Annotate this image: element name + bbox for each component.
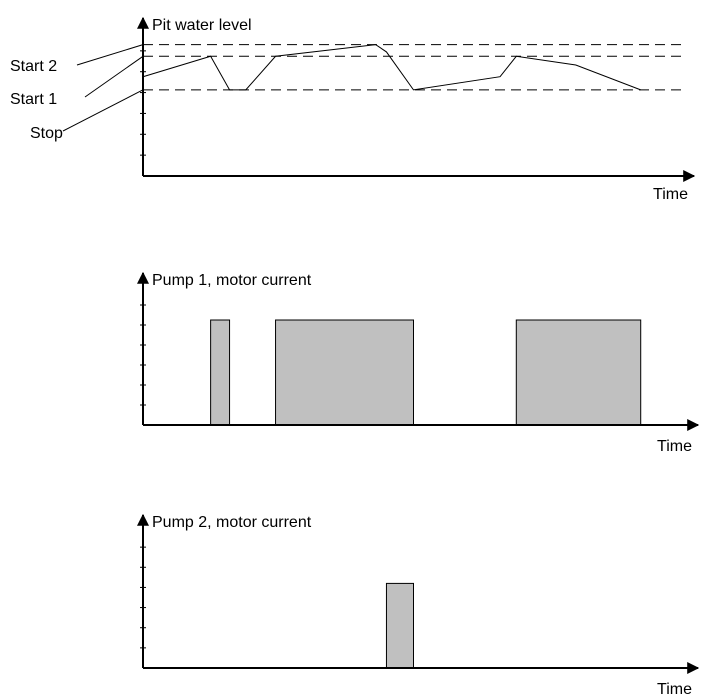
water-level-panel: Pit water level Time Start 2 Start 1 Sto… [10, 16, 696, 203]
ylabel-water-level: Pit water level [152, 17, 252, 34]
pump-2-panel: Pump 2, motor current Time [137, 513, 700, 698]
threshold-label-start-2: Start 2 [10, 58, 57, 75]
threshold-leader-2 [84, 55, 144, 98]
threshold-label-stop: Stop [30, 125, 63, 142]
ylabel-pump-2: Pump 2, motor current [152, 514, 312, 531]
threshold-label-start-1: Start 1 [10, 91, 57, 108]
xlabel-time-3: Time [657, 681, 692, 698]
xlabel-time-1: Time [653, 186, 688, 203]
current-bar-1 [385, 582, 415, 669]
threshold-leader-1 [76, 44, 144, 66]
threshold-leader-3 [62, 89, 144, 132]
current-bar-1 [210, 319, 231, 426]
level-line [142, 44, 641, 91]
pump-1-panel: Pump 1, motor current Time [137, 271, 700, 455]
xlabel-time-2: Time [657, 438, 692, 455]
current-bar-2 [275, 319, 415, 426]
ylabel-pump-1: Pump 1, motor current [152, 272, 312, 289]
current-bar-3 [515, 319, 642, 426]
